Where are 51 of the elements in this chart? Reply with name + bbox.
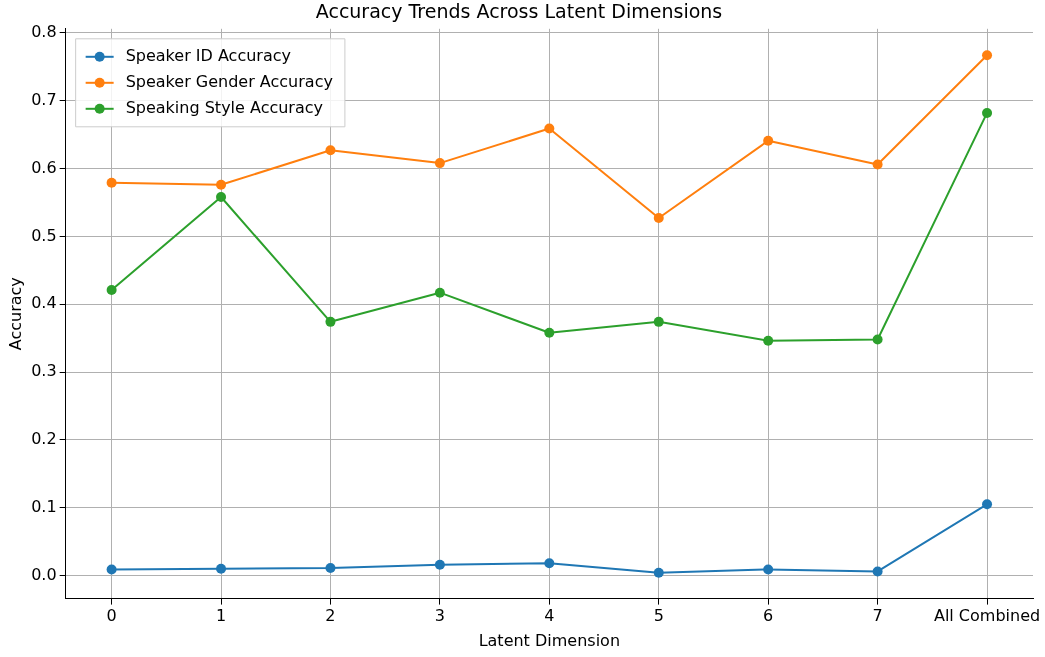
point <box>434 287 445 298</box>
point <box>763 564 774 575</box>
point <box>982 107 993 118</box>
y-tick-label: 0.4 <box>31 293 57 313</box>
point <box>434 158 445 169</box>
x-tick-label: 7 <box>872 606 883 626</box>
point <box>216 563 227 574</box>
point <box>982 499 993 510</box>
y-tick-label: 0.8 <box>31 22 57 42</box>
x-tick-label: 0 <box>106 606 117 626</box>
point <box>872 334 883 345</box>
point <box>653 213 664 224</box>
point <box>544 123 555 134</box>
point <box>325 316 336 327</box>
y-tick-label: 0.6 <box>31 157 57 177</box>
y-axis-title: Accuracy <box>5 277 25 351</box>
point <box>106 564 117 575</box>
point <box>982 50 993 61</box>
x-tick-label: All Combined <box>933 606 1041 626</box>
point <box>216 192 227 203</box>
x-tick-label: 5 <box>653 606 664 626</box>
legend-label: Speaker Gender Accuracy <box>125 71 333 91</box>
point <box>544 327 555 338</box>
point <box>106 284 117 295</box>
point <box>106 177 117 188</box>
point <box>872 159 883 170</box>
point <box>216 179 227 190</box>
x-tick-label: 3 <box>434 606 445 626</box>
y-tick-label: 0.7 <box>31 89 57 109</box>
y-tick-label: 0.2 <box>31 429 57 449</box>
point <box>434 559 445 570</box>
x-tick-label: 4 <box>544 606 555 626</box>
x-tick-label: 6 <box>763 606 774 626</box>
point <box>325 563 336 574</box>
x-tick-label: 1 <box>215 606 227 626</box>
x-tick-label: 2 <box>325 606 336 626</box>
legend-label: Speaking Style Accuracy <box>125 97 324 117</box>
y-tick-label: 0.1 <box>31 496 57 516</box>
y-tick-label: 0.3 <box>31 361 57 381</box>
chart-title: Accuracy Trends Across Latent Dimensions <box>315 0 723 23</box>
y-tick-label: 0.5 <box>31 225 57 245</box>
y-tick-label: 0.0 <box>31 564 57 584</box>
point <box>653 567 664 578</box>
x-axis-title: Latent Dimension <box>478 630 621 650</box>
point <box>763 135 774 146</box>
point <box>653 316 664 327</box>
point <box>325 145 336 156</box>
legend-label: Speaker ID Accuracy <box>125 45 291 65</box>
point <box>872 566 883 577</box>
point <box>763 335 774 346</box>
point <box>544 558 555 569</box>
